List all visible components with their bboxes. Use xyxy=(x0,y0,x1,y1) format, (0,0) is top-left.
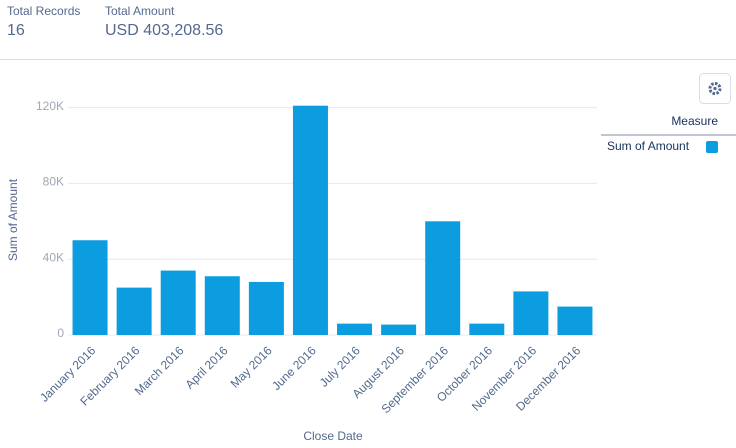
legend-swatch xyxy=(706,141,718,153)
settings-button[interactable] xyxy=(699,73,731,104)
legend-label: Sum of Amount xyxy=(607,139,690,153)
bar xyxy=(72,240,108,335)
bar xyxy=(469,323,505,335)
bar xyxy=(116,287,152,335)
bar xyxy=(160,270,196,335)
x-tick-label: April 2016 xyxy=(183,343,231,391)
bar xyxy=(381,324,417,335)
y-tick-label: 40K xyxy=(43,250,64,264)
x-tick-label: June 2016 xyxy=(269,343,319,393)
bar xyxy=(248,281,284,335)
records-value: 16 xyxy=(7,22,25,39)
amount-value: USD 403,208.56 xyxy=(105,22,223,39)
bar xyxy=(337,323,373,335)
x-tick-label: May 2016 xyxy=(228,343,275,390)
x-axis-title: Close Date xyxy=(303,429,363,443)
bar xyxy=(292,105,328,335)
y-axis-title: Sum of Amount xyxy=(6,178,20,261)
y-tick-label: 80K xyxy=(43,175,64,189)
y-tick-label: 0 xyxy=(57,326,64,340)
bar xyxy=(513,291,549,335)
records-label: Total Records xyxy=(7,4,80,18)
legend-title: Measure xyxy=(671,114,718,128)
x-tick-label: July 2016 xyxy=(317,343,363,389)
bar xyxy=(425,221,461,335)
amount-label: Total Amount xyxy=(105,4,175,18)
bar xyxy=(557,306,593,335)
bar xyxy=(204,276,240,335)
y-tick-label: 120K xyxy=(36,99,64,113)
